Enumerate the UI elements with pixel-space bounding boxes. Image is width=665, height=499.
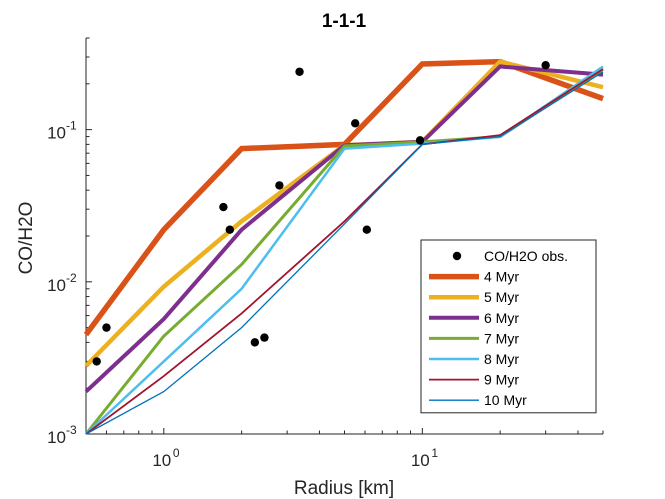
series-line-7 <box>85 71 604 435</box>
x-tick-base: 10 <box>152 451 171 470</box>
observation-point <box>351 119 360 128</box>
x-axis-label: Radius [km] <box>294 478 394 499</box>
legend-label-7: 10 Myr <box>484 392 527 408</box>
y-tick-base: 10 <box>47 276 66 295</box>
observation-point <box>92 357 101 366</box>
y-axis-label: CO/H2O <box>16 202 37 275</box>
observation-point <box>250 338 260 347</box>
y-tick-label-0: 10 -3 <box>47 423 77 447</box>
observation-point <box>275 181 284 190</box>
observation-point <box>219 202 228 212</box>
series-layer <box>83 58 604 435</box>
x-tick-exponent: 1 <box>431 446 438 460</box>
observation-point <box>362 225 372 234</box>
legend-box <box>420 239 597 414</box>
observation-points <box>92 61 550 366</box>
chart-title: 1-1-1 <box>322 11 367 32</box>
observation-point <box>260 333 269 342</box>
observation-point <box>415 136 425 145</box>
observation-point <box>102 323 111 332</box>
legend-label-1: 4 Myr <box>484 269 519 285</box>
x-tick-exponent: 0 <box>173 446 180 460</box>
legend-label-obs: CO/H2O obs. <box>484 248 568 264</box>
observation-point <box>295 67 304 76</box>
y-tick-label-1: 10 -2 <box>47 271 77 295</box>
y-tick-base: 10 <box>47 124 66 143</box>
x-tick-base: 10 <box>411 451 430 470</box>
legend-label-4: 7 Myr <box>484 330 519 346</box>
legend-label-5: 8 Myr <box>484 351 519 367</box>
x-tick-label-1: 10 1 <box>411 446 438 470</box>
observation-point <box>225 225 235 234</box>
x-tick-label-0: 10 0 <box>152 446 179 470</box>
legend-marker-obs <box>452 251 462 261</box>
y-tick-exponent: -2 <box>66 271 77 285</box>
observation-point <box>541 61 550 70</box>
y-tick-label-2: 10 -1 <box>47 119 77 143</box>
legend-label-6: 9 Myr <box>484 372 519 388</box>
y-tick-exponent: -3 <box>66 423 77 437</box>
legend-label-2: 5 Myr <box>484 289 519 305</box>
legend-label-3: 6 Myr <box>484 310 519 326</box>
legend: CO/H2O obs. 4 Myr 5 Myr 6 Myr 7 Myr 8 Myr 9 My… <box>420 239 597 414</box>
y-tick-exponent: -1 <box>66 119 77 133</box>
series-line-6 <box>85 68 604 435</box>
y-tick-base: 10 <box>47 428 66 447</box>
tick-labels: 10 0 10 110 -310 -210 -1 <box>47 119 438 470</box>
